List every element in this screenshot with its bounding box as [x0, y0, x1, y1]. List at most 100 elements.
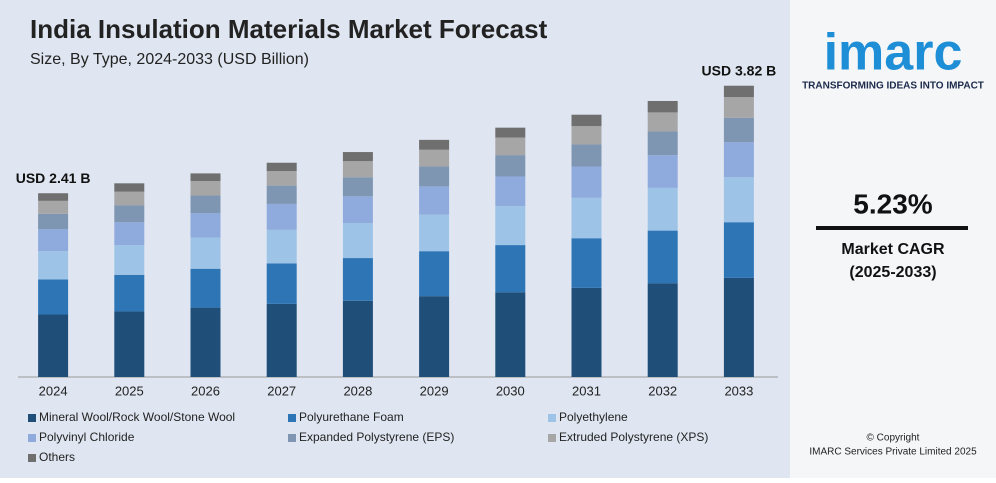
bar-segment [723, 142, 754, 178]
bar-segment [114, 205, 145, 223]
bar-segment [495, 176, 526, 207]
bar-segment [342, 152, 373, 162]
x-tick-label: 2024 [39, 383, 68, 398]
bar-segment [266, 229, 297, 264]
bar-segment [38, 279, 69, 315]
x-tick-label: 2028 [343, 383, 372, 398]
bar-segment [647, 155, 678, 188]
cagr-value: 5.23% [853, 188, 932, 219]
bar-segment [571, 114, 602, 127]
bar-segment [38, 193, 69, 201]
bar-segment [495, 292, 526, 377]
bar-segment [419, 186, 450, 215]
bar-segment [342, 177, 373, 197]
bar-segment [495, 155, 526, 177]
bar-segment [342, 300, 373, 377]
bar-segment [419, 214, 450, 252]
bar-segment [647, 131, 678, 156]
legend-swatch [28, 434, 36, 442]
bar-segment [342, 161, 373, 178]
chart-subtitle: Size, By Type, 2024-2033 (USD Billion) [30, 51, 309, 68]
bar-segment [266, 162, 297, 172]
company: IMARC Services Private Limited 2025 [809, 447, 977, 458]
x-tick-label: 2025 [115, 383, 144, 398]
bar-segment [723, 97, 754, 118]
side-background [790, 0, 996, 478]
bar-segment [571, 238, 602, 288]
legend-swatch [548, 414, 556, 422]
legend-label: Mineral Wool/Rock Wool/Stone Wool [39, 410, 235, 424]
bar-segment [723, 177, 754, 223]
x-tick-label: 2031 [572, 383, 601, 398]
bar-segment [495, 206, 526, 246]
bar-segment [38, 229, 69, 252]
legend-label: Others [39, 450, 75, 464]
bar-segment [647, 100, 678, 113]
legend-label: Polyurethane Foam [299, 410, 404, 424]
bar-segment [419, 149, 450, 167]
bar-segment [114, 191, 145, 206]
x-tick-label: 2033 [724, 383, 753, 398]
legend-label: Polyvinyl Chloride [39, 430, 135, 444]
legend-swatch [288, 434, 296, 442]
bar-segment [114, 245, 145, 275]
bar-segment [723, 117, 754, 143]
bar-segment [647, 230, 678, 284]
x-tick-label: 2026 [191, 383, 220, 398]
cagr-period: (2025-2033) [849, 264, 936, 281]
bar-segment [38, 314, 69, 377]
legend-swatch [288, 414, 296, 422]
bar-segment [571, 166, 602, 198]
tagline: TRANSFORMING IDEAS INTO IMPACT [802, 81, 984, 92]
x-tick-label: 2029 [420, 383, 449, 398]
bar-segment [38, 213, 69, 230]
bar-segment [495, 137, 526, 156]
bar-segment [419, 296, 450, 377]
bar-segment [190, 237, 221, 269]
bar-segment [419, 166, 450, 187]
bar-segment [38, 251, 69, 280]
legend-swatch [28, 414, 36, 422]
bar-segment [723, 85, 754, 98]
bar-segment [419, 139, 450, 150]
bar-segment [342, 196, 373, 223]
copyright: © Copyright [867, 433, 920, 444]
divider [816, 226, 968, 230]
bar-segment [495, 245, 526, 293]
chart-title: India Insulation Materials Market Foreca… [30, 14, 548, 44]
bar-segment [723, 222, 754, 278]
legend-label: Polyethylene [559, 410, 628, 424]
bar-segment [190, 173, 221, 182]
bar-segment [266, 263, 297, 304]
bar-segment [723, 277, 754, 377]
legend-label: Extruded Polystyrene (XPS) [559, 430, 708, 444]
bar-segment [571, 144, 602, 167]
bar-segment [647, 187, 678, 231]
bar-segment [190, 213, 221, 238]
legend-swatch [548, 434, 556, 442]
bar-segment [190, 181, 221, 196]
bar-segment [114, 222, 145, 246]
bar-segment [647, 283, 678, 377]
x-tick-label: 2032 [648, 383, 677, 398]
bar-segment [571, 126, 602, 145]
bar-segment [647, 112, 678, 132]
x-tick-label: 2027 [267, 383, 296, 398]
bar-segment [190, 195, 221, 214]
bar-segment [114, 311, 145, 377]
bar-segment [114, 274, 145, 312]
logo: imarc [824, 24, 963, 82]
bar-segment [190, 307, 221, 377]
bar-segment [495, 127, 526, 138]
bar-segment [266, 303, 297, 377]
bar-segment [419, 251, 450, 297]
bar-segment [266, 203, 297, 230]
bar-segment [571, 287, 602, 377]
bar-segment [38, 200, 69, 214]
bar-segment [342, 222, 373, 259]
x-tick-label: 2030 [496, 383, 525, 398]
bar-segment [266, 171, 297, 186]
bar-segment [342, 258, 373, 301]
bar-segment [190, 268, 221, 308]
